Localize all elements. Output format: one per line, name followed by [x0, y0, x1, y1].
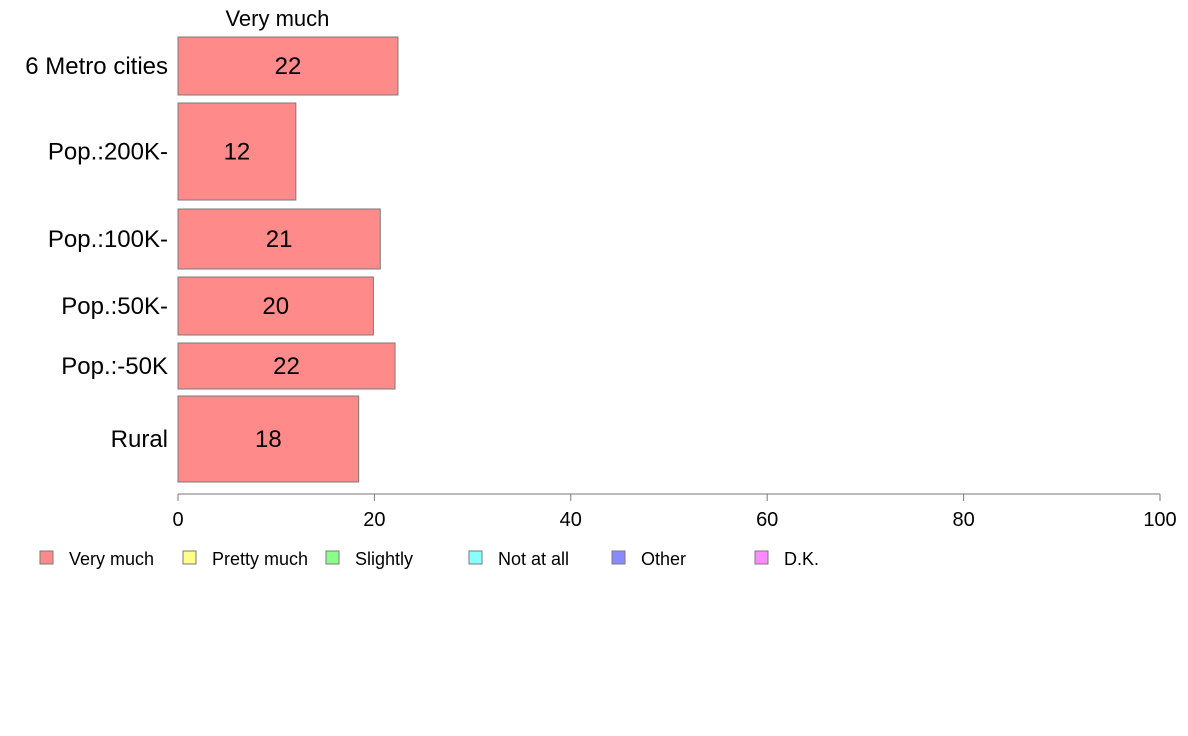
legend-label: Very much [69, 549, 154, 569]
bar-value-label: 18 [255, 426, 282, 453]
legend-label: Not at all [498, 549, 569, 569]
legend-swatch [325, 550, 340, 565]
category-label: Pop.:100K- [48, 226, 168, 253]
legend-swatch [754, 550, 769, 565]
category-label: Rural [111, 426, 168, 453]
bar [177, 36, 399, 96]
legend-label: D.K. [784, 549, 819, 569]
x-tick-label: 20 [363, 509, 385, 531]
bar-value-label: 21 [266, 226, 293, 253]
legend-swatch [182, 550, 197, 565]
panel-title: Very much [225, 6, 329, 31]
category-labels: 6 Metro cities Pop.:200K- Pop.:100K- Pop.:5… [25, 53, 168, 453]
legend-swatch [39, 550, 54, 565]
bar [177, 208, 381, 270]
legend-label: Other [641, 549, 686, 569]
x-tick-label: 40 [560, 509, 582, 531]
bar [177, 342, 396, 390]
legend-label: Pretty much [212, 549, 308, 569]
legend: Very much Pretty much Slightly Not at all Ot… [39, 549, 819, 569]
category-label: Pop.:50K- [61, 293, 168, 320]
x-tick-label: 0 [172, 509, 183, 531]
x-tick-label: 60 [756, 509, 778, 531]
x-tick-label: 100 [1143, 509, 1176, 531]
category-label: 6 Metro cities [25, 53, 168, 80]
bar-value-label: 22 [273, 353, 300, 380]
bar-value-label: 22 [275, 53, 302, 80]
category-label: Pop.:-50K [61, 353, 168, 380]
x-tick-label: 80 [952, 509, 974, 531]
category-label: Pop.:200K- [48, 139, 168, 166]
bar [177, 276, 374, 336]
bar-value-label: 20 [262, 293, 289, 320]
legend-swatch [611, 550, 626, 565]
legend-label: Slightly [355, 549, 413, 569]
x-axis: 0 20 40 60 80 100 [172, 493, 1177, 531]
legend-swatch [468, 550, 483, 565]
bars-group [177, 36, 399, 483]
bar-value-labels: 22 12 21 20 22 18 [224, 53, 302, 453]
bar [177, 395, 360, 483]
bar-value-label: 12 [224, 139, 251, 166]
bar [177, 102, 297, 201]
